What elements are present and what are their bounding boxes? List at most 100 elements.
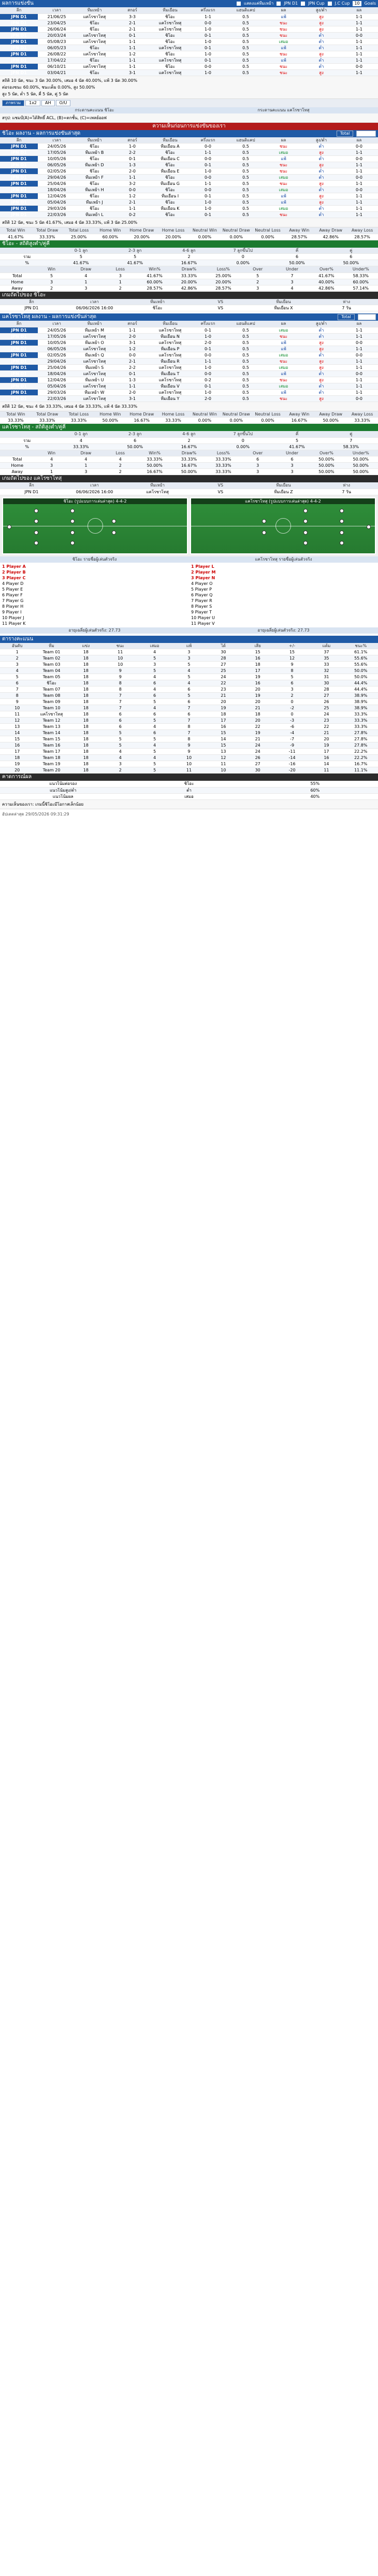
recent-away-cell[interactable]: แคโรซาโทสุ	[76, 395, 113, 402]
lineup-away-player[interactable]: 10 Player U	[191, 615, 215, 620]
recent-away-cell[interactable]: ทีมเยือน N	[151, 333, 189, 340]
league-table-cell[interactable]: Team 02	[34, 655, 69, 662]
lineup-home-player[interactable]: 3 Player C	[2, 575, 26, 580]
league-table-cell[interactable]: แคโรซาโทสุ	[34, 711, 69, 718]
recent-away-cell[interactable]: แคโรซาโทสุ	[76, 346, 113, 352]
lineup-home-player[interactable]: 10 Player J	[2, 615, 24, 620]
league-table-cell[interactable]: ชิโอะ	[34, 680, 69, 686]
recent-home-cell[interactable]: ชิโอะ	[76, 155, 113, 162]
recent-away-cell[interactable]: แคโรซาโทสุ	[151, 327, 189, 334]
recent-away-cell[interactable]: ทีมเหย้า M	[76, 327, 113, 334]
league-table-cell[interactable]: Team 19	[34, 761, 69, 767]
recent-home-cell[interactable]: ชิโอะ	[151, 211, 189, 218]
recent-away-cell[interactable]: แคโรซาโทสุ	[76, 383, 113, 390]
recent-away-cell[interactable]: แคโรซาโทสุ	[76, 358, 113, 365]
league-table-cell[interactable]: Team 03	[34, 661, 69, 668]
recent-away-cell[interactable]: ทีมเยือน R	[151, 358, 189, 365]
lineup-home-player[interactable]: 5 Player E	[2, 586, 23, 592]
lineup-home-player[interactable]: 11 Player K	[2, 621, 26, 626]
h2h-cell[interactable]: แคโรซาโทสุ	[76, 38, 113, 45]
recent-home-cell[interactable]: ทีมเหย้า J	[76, 199, 113, 206]
lineup-away-player[interactable]: 1 Player L	[191, 564, 214, 569]
recent-home-cell[interactable]: ทีมเหย้า L	[76, 211, 113, 218]
h2h-cell[interactable]: แคโรซาโทสุ	[151, 20, 189, 26]
recent-home-cell[interactable]: ชิโอะ	[76, 168, 113, 175]
h2h-cell[interactable]: แคโรซาโทสุ	[76, 51, 113, 58]
league-table-cell[interactable]: Team 10	[34, 705, 69, 711]
league-table-cell[interactable]: Team 20	[34, 767, 69, 774]
league-table-cell[interactable]: Team 15	[34, 736, 69, 742]
recent-home-cell[interactable]: ชิโอะ	[76, 143, 113, 150]
lineup-away-player[interactable]: 7 Player R	[191, 598, 212, 603]
recent-home-cell[interactable]: ทีมเยือน I	[151, 193, 189, 199]
recent-away-cell[interactable]: ทีมเหย้า Q	[76, 352, 113, 359]
recent-home-cell[interactable]: ชิโอะ	[151, 187, 189, 193]
h2h-cell[interactable]: ชิโอะ	[76, 69, 113, 76]
recent-home-cell[interactable]: ทีมเยือน E	[151, 168, 189, 175]
league-table-cell[interactable]: Team 01	[34, 649, 69, 655]
home-only-checkbox[interactable]	[236, 2, 241, 6]
tab-recent-away-total[interactable]: Total	[337, 314, 355, 320]
recent-home-cell[interactable]: ทีมเยือน K	[151, 205, 189, 212]
league-table-cell[interactable]: Team 07	[34, 686, 69, 693]
recent-home-cell[interactable]: ทีมเหย้า D	[76, 162, 113, 168]
h2h-cell[interactable]: ชิโอะ	[151, 51, 189, 58]
h2h-cell[interactable]: ชิโอะ	[151, 32, 189, 39]
lineup-home-player[interactable]: 8 Player H	[2, 604, 24, 609]
league-table-cell[interactable]: Team 05	[34, 674, 69, 680]
lineup-away-player[interactable]: 6 Player Q	[191, 592, 213, 597]
recent-away-cell[interactable]: แคโรซาโทสุ	[151, 339, 189, 346]
tab-recent-home-home[interactable]: Home	[356, 130, 376, 137]
tab-1x2[interactable]: 1x2	[25, 99, 41, 106]
recent-away-cell[interactable]: แคโรซาโทสุ	[76, 370, 113, 377]
recent-away-cell[interactable]: ทีมเยือน V	[151, 383, 189, 390]
recent-away-cell[interactable]: ทีมเยือน Y	[151, 395, 189, 402]
h2h-cell[interactable]: ชิโอะ	[76, 26, 113, 33]
recent-away-cell[interactable]: ทีมเหย้า U	[76, 377, 113, 383]
recent-home-cell[interactable]: ทีมเยือน G	[151, 180, 189, 187]
lineup-away-player[interactable]: 2 Player M	[191, 569, 216, 575]
league-table-cell[interactable]: Team 13	[34, 723, 69, 730]
recent-home-cell[interactable]: ทีมเหย้า B	[76, 149, 113, 156]
league-checkbox[interactable]	[277, 2, 281, 6]
recent-home-cell[interactable]: ทีมเหย้า H	[76, 187, 113, 193]
h2h-cell[interactable]: ชิโอะ	[76, 57, 113, 64]
league-table-cell[interactable]: Team 12	[34, 717, 69, 724]
h2h-cell[interactable]: ชิโอะ	[151, 38, 189, 45]
league-table-cell[interactable]: Team 16	[34, 742, 69, 749]
lineup-home-player[interactable]: 4 Player D	[2, 581, 24, 586]
recent-away-cell[interactable]: แคโรซาโทสุ	[151, 352, 189, 359]
lineup-away-player[interactable]: 3 Player N	[191, 575, 215, 580]
h2h-cell[interactable]: ชิโอะ	[76, 45, 113, 51]
recent-home-cell[interactable]: ทีมเยือน A	[151, 143, 189, 150]
h2h-cell[interactable]: แคโรซาโทสุ	[76, 13, 113, 20]
lineup-away-player[interactable]: 11 Player V	[191, 621, 215, 626]
recent-home-cell[interactable]: ชิโอะ	[76, 180, 113, 187]
lineup-home-player[interactable]: 6 Player F	[2, 592, 23, 597]
league-table-cell[interactable]: Team 17	[34, 748, 69, 755]
jcup-checkbox[interactable]	[327, 2, 332, 6]
league-table-cell[interactable]: Team 14	[34, 729, 69, 736]
tab-overview[interactable]: ภาพรวม	[2, 99, 25, 106]
recent-home-cell[interactable]: ชิโอะ	[151, 162, 189, 168]
recent-away-cell[interactable]: แคโรซาโทสุ	[76, 333, 113, 340]
recent-home-cell[interactable]: ทีมเยือน C	[151, 155, 189, 162]
recent-home-cell[interactable]: ชิโอะ	[151, 149, 189, 156]
lineup-away-player[interactable]: 9 Player T	[191, 609, 212, 614]
recent-away-cell[interactable]: ทีมเยือน T	[151, 370, 189, 377]
league-table-cell[interactable]: Team 18	[34, 754, 69, 761]
recent-away-cell[interactable]: ทีมเหย้า O	[76, 339, 113, 346]
recent-home-cell[interactable]: ชิโอะ	[151, 174, 189, 181]
tab-ah[interactable]: AH	[41, 99, 55, 106]
league-table-cell[interactable]: Team 04	[34, 667, 69, 674]
recent-home-cell[interactable]: ชิโอะ	[151, 199, 189, 206]
lineup-away-player[interactable]: 4 Player O	[191, 581, 213, 586]
h2h-cell[interactable]: ชิโอะ	[151, 13, 189, 20]
h2h-cell[interactable]: แคโรซาโทสุ	[151, 26, 189, 33]
lineup-home-player[interactable]: 1 Player A	[2, 564, 26, 569]
h2h-cell[interactable]: แคโรซาโทสุ	[151, 69, 189, 76]
recent-home-cell[interactable]: ชิโอะ	[76, 193, 113, 199]
h2h-cell[interactable]: ชิโอะ	[76, 20, 113, 26]
h2h-cell[interactable]: แคโรซาโทสุ	[76, 32, 113, 39]
recent-away-cell[interactable]: ทีมเหย้า S	[76, 364, 113, 371]
